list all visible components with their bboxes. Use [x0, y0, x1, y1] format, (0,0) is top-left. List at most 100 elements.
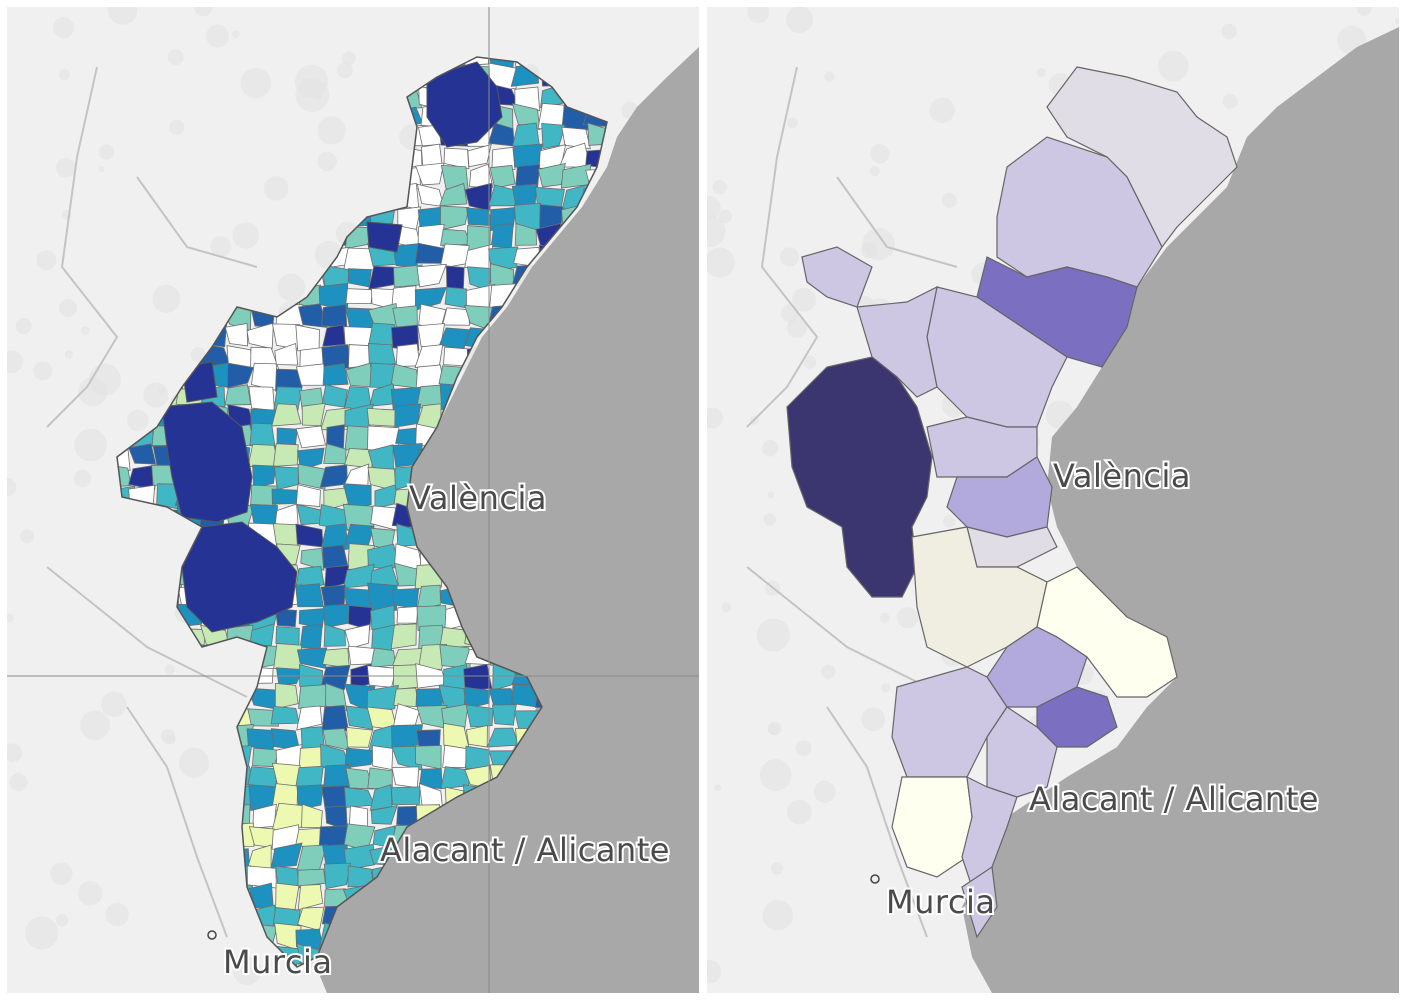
municipality-polygon[interactable] [491, 146, 516, 171]
municipality-polygon[interactable] [275, 865, 301, 889]
municipality-polygon[interactable] [393, 687, 419, 708]
municipality-polygon[interactable] [323, 862, 351, 890]
municipality-polygon[interactable] [273, 643, 303, 671]
municipality-polygon[interactable] [252, 464, 277, 489]
municipality-polygon[interactable] [396, 606, 419, 624]
municipality-polygon[interactable] [295, 565, 325, 590]
municipality-polygon[interactable] [440, 228, 472, 246]
municipality-polygon[interactable] [296, 784, 324, 810]
municipality-polygon[interactable] [161, 401, 253, 523]
municipality-polygon[interactable] [390, 786, 421, 806]
municipality-polygon[interactable] [463, 686, 491, 710]
municipality-polygon[interactable] [445, 265, 465, 291]
municipality-polygon[interactable] [298, 684, 327, 709]
municipality-polygon[interactable] [345, 705, 374, 730]
municipality-polygon[interactable] [416, 263, 447, 288]
municipality-polygon[interactable] [270, 705, 300, 725]
municipality-polygon[interactable] [271, 403, 302, 427]
municipality-polygon[interactable] [299, 624, 323, 649]
municipality-polygon[interactable] [464, 182, 493, 212]
municipality-polygon[interactable] [224, 323, 248, 347]
municipality-polygon[interactable] [467, 143, 492, 168]
municipality-polygon[interactable] [296, 705, 323, 731]
municipality-polygon[interactable] [442, 744, 468, 769]
municipality-polygon[interactable] [296, 447, 325, 471]
municipality-polygon[interactable] [321, 704, 349, 732]
municipality-polygon[interactable] [181, 521, 298, 633]
municipality-polygon[interactable] [128, 443, 157, 465]
municipality-polygon[interactable] [342, 483, 372, 509]
municipality-polygon[interactable] [489, 164, 516, 189]
municipality-polygon[interactable] [370, 647, 397, 668]
municipality-polygon[interactable] [440, 205, 470, 231]
municipality-polygon[interactable] [366, 407, 397, 427]
municipality-polygon[interactable] [444, 286, 468, 309]
municipality-polygon[interactable] [295, 583, 324, 608]
map-canvas-left[interactable]: València Alacant / Alicante Murcia [7, 7, 699, 993]
municipality-polygon[interactable] [512, 122, 541, 149]
municipality-polygon[interactable] [346, 726, 374, 748]
municipality-polygon[interactable] [224, 384, 252, 406]
municipality-polygon[interactable] [226, 362, 254, 389]
municipality-polygon[interactable] [345, 288, 374, 304]
municipality-polygon[interactable] [366, 221, 403, 253]
municipality-polygon[interactable] [275, 608, 297, 628]
municipality-polygon[interactable] [371, 745, 394, 771]
municipality-polygon[interactable] [391, 766, 420, 789]
municipality-polygon[interactable] [541, 122, 566, 150]
comarca-polygon[interactable] [891, 666, 1008, 778]
municipality-polygon[interactable] [514, 222, 537, 246]
municipality-polygon[interactable] [322, 363, 349, 386]
municipality-polygon[interactable] [275, 882, 300, 912]
municipality-polygon[interactable] [491, 704, 517, 726]
municipality-polygon[interactable] [297, 868, 326, 887]
municipality-polygon[interactable] [395, 427, 419, 445]
municipality-polygon[interactable] [347, 645, 376, 666]
municipality-polygon[interactable] [439, 182, 468, 207]
map-canvas-right[interactable]: València Alacant / Alicante Murcia [707, 7, 1399, 993]
comarca-polygon[interactable] [1046, 66, 1238, 249]
municipality-polygon[interactable] [297, 463, 328, 490]
municipality-polygon[interactable] [246, 865, 277, 889]
municipality-polygon[interactable] [295, 484, 321, 507]
municipality-polygon[interactable] [392, 305, 418, 329]
municipality-polygon[interactable] [322, 544, 349, 569]
municipality-polygon[interactable] [513, 143, 543, 168]
municipality-polygon[interactable] [246, 322, 274, 350]
municipality-polygon[interactable] [416, 584, 441, 611]
municipality-polygon[interactable] [370, 805, 398, 825]
municipality-polygon[interactable] [323, 623, 346, 647]
municipality-polygon[interactable] [301, 402, 326, 427]
municipality-polygon[interactable] [274, 343, 299, 366]
municipality-polygon[interactable] [270, 842, 303, 869]
municipality-polygon[interactable] [443, 147, 470, 170]
comarca-polygons[interactable] [786, 66, 1238, 939]
municipality-polygon[interactable] [345, 767, 374, 790]
municipality-polygon[interactable] [273, 443, 299, 467]
municipality-polygon[interactable] [514, 86, 541, 112]
municipality-polygon[interactable] [390, 623, 417, 650]
municipality-polygon[interactable] [348, 605, 373, 631]
municipality-polygon[interactable] [248, 386, 275, 411]
municipality-polygon[interactable] [465, 704, 494, 728]
municipality-polygon[interactable] [247, 708, 279, 727]
municipality-polygon[interactable] [367, 582, 398, 611]
municipality-polygon[interactable] [344, 623, 371, 650]
municipality-polygon[interactable] [469, 163, 494, 188]
municipality-polygon[interactable] [271, 488, 300, 505]
municipality-polygon[interactable] [295, 425, 326, 449]
municipality-polygon[interactable] [295, 363, 326, 386]
municipality-polygon[interactable] [156, 483, 181, 510]
municipality-polygon[interactable] [300, 547, 325, 571]
municipality-polygon[interactable] [319, 664, 351, 691]
municipality-polygon[interactable] [295, 324, 320, 352]
municipality-polygon[interactable] [366, 684, 399, 711]
comarca-polygon[interactable] [801, 246, 873, 308]
municipality-polygon[interactable] [490, 223, 514, 249]
municipality-polygon[interactable] [321, 304, 348, 328]
municipality-polygon[interactable] [392, 587, 420, 610]
municipality-polygon[interactable] [297, 884, 324, 911]
municipality-polygon[interactable] [442, 307, 470, 326]
municipality-polygon[interactable] [465, 745, 490, 770]
municipality-polygon[interactable] [274, 682, 299, 710]
